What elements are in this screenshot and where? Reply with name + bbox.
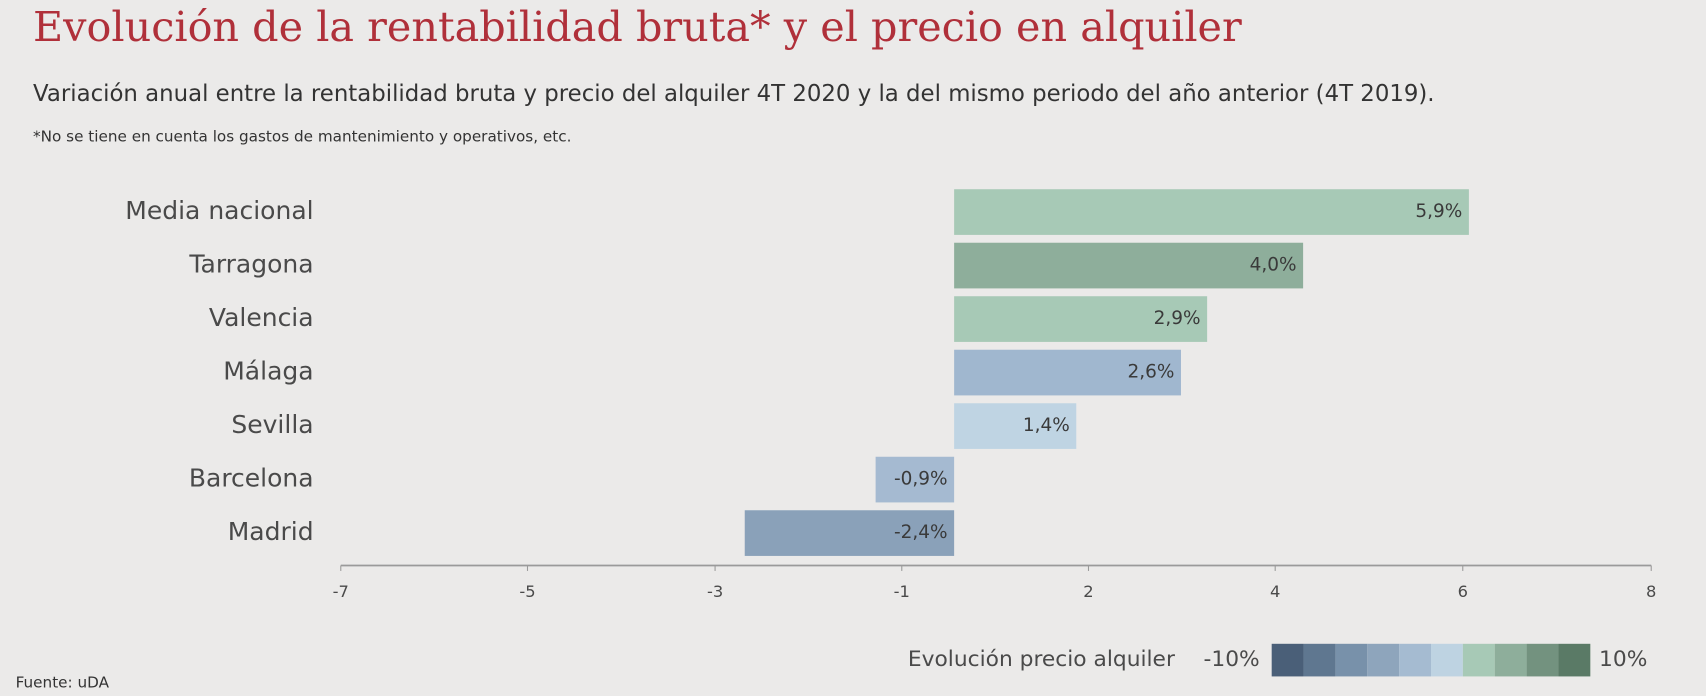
legend-swatch bbox=[1271, 643, 1304, 677]
legend-swatch bbox=[1494, 643, 1527, 677]
y-tick-label: Tarragona bbox=[188, 250, 313, 279]
x-tick-label: -7 bbox=[333, 582, 349, 601]
legend-swatch bbox=[1462, 643, 1495, 677]
legend-swatch bbox=[1558, 643, 1591, 677]
note: *No se tiene en cuenta los gastos de man… bbox=[33, 128, 571, 146]
value-label: 2,9% bbox=[1154, 308, 1201, 329]
subtitle: Variación anual entre la rentabilidad br… bbox=[33, 81, 1435, 107]
y-tick-label: Madrid bbox=[228, 517, 314, 546]
y-tick-label: Media nacional bbox=[125, 196, 313, 225]
x-tick-label: 8 bbox=[1646, 582, 1656, 601]
legend-swatch bbox=[1335, 643, 1368, 677]
bar bbox=[954, 349, 1181, 396]
value-label: 4,0% bbox=[1250, 255, 1297, 276]
legend-max: 10% bbox=[1599, 647, 1647, 672]
x-tick-label: -1 bbox=[894, 582, 910, 601]
legend-swatch bbox=[1431, 643, 1463, 677]
y-tick-label: Valencia bbox=[209, 303, 314, 332]
bar bbox=[744, 510, 955, 556]
x-tick-label: 6 bbox=[1458, 582, 1468, 601]
bar bbox=[954, 242, 1304, 289]
bar bbox=[954, 296, 1208, 342]
x-tick-label: 4 bbox=[1270, 582, 1280, 601]
value-label: -2,4% bbox=[894, 522, 948, 543]
value-label: -0,9% bbox=[894, 469, 948, 490]
x-tick-label: -3 bbox=[707, 582, 723, 601]
y-tick-label: Málaga bbox=[223, 357, 313, 386]
legend-swatch bbox=[1303, 643, 1336, 677]
source: Fuente: uDA bbox=[16, 673, 110, 691]
legend-title: Evolución precio alquiler bbox=[908, 647, 1175, 672]
legend-swatch bbox=[1367, 643, 1400, 677]
legend-swatch bbox=[1526, 643, 1559, 677]
y-tick-label: Sevilla bbox=[231, 410, 313, 439]
value-label: 5,9% bbox=[1415, 201, 1462, 222]
x-tick-label: -5 bbox=[519, 582, 535, 601]
value-label: 1,4% bbox=[1023, 415, 1070, 436]
bar bbox=[875, 456, 955, 503]
x-tick-label: 2 bbox=[1083, 582, 1093, 601]
legend-min: -10% bbox=[1204, 647, 1260, 672]
bar bbox=[954, 403, 1077, 449]
chart-title: Evolución de la rentabilidad bruta* y el… bbox=[33, 3, 1242, 51]
bar bbox=[954, 189, 1469, 235]
value-label: 2,6% bbox=[1128, 362, 1175, 383]
y-tick-label: Barcelona bbox=[189, 464, 314, 493]
legend-swatch bbox=[1399, 643, 1432, 677]
